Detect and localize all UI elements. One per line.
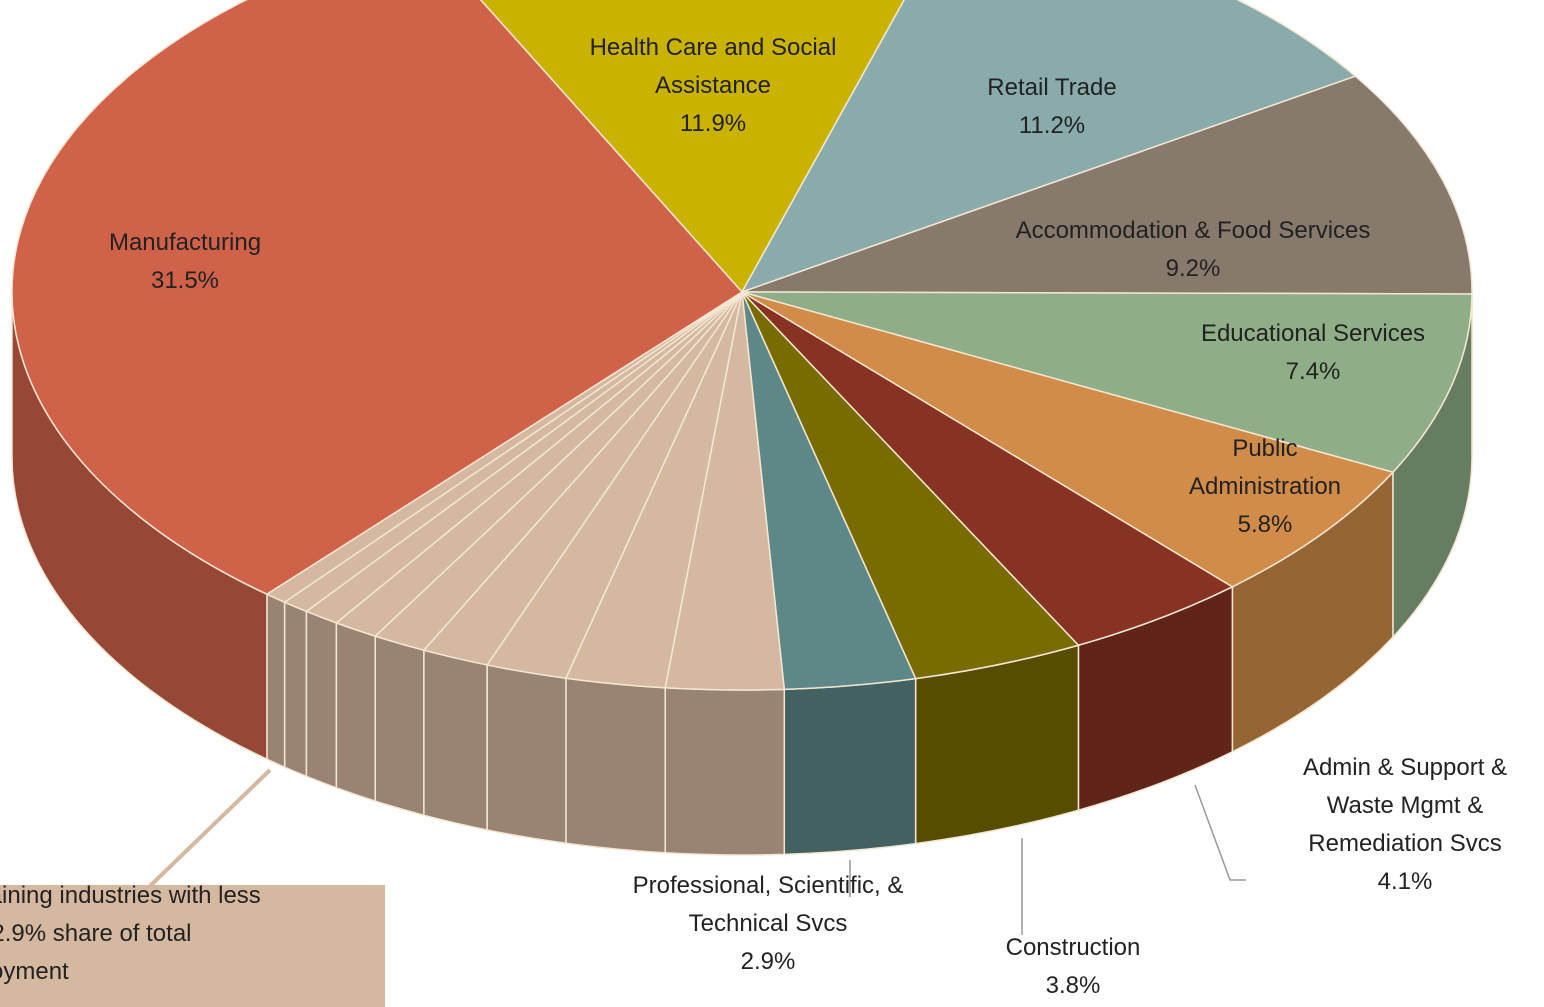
category-label: Manufacturing: [109, 229, 261, 256]
pie-side: [783, 677, 917, 856]
category-label: Admin & Support & Waste Mgmt & Remediation…: [1303, 754, 1507, 857]
pie-slice: [741, 291, 1473, 474]
category-label: Health Care and Social Assistance: [590, 34, 837, 99]
category-label: Construction: [1006, 934, 1141, 961]
value-label: 31.5%: [151, 267, 219, 294]
pie-side: [565, 677, 666, 854]
callout-box: [0, 885, 385, 1007]
pie-side: [305, 610, 338, 789]
value-label: 3.8%: [1046, 972, 1101, 999]
labels: Health Care and Social Assistance 11.9% Ret…: [0, 34, 1507, 999]
category-label: Retail Trade: [987, 74, 1116, 101]
leader-line: [148, 768, 272, 888]
pie-side: [283, 601, 308, 778]
value-label: 11.9%: [680, 110, 746, 137]
pie-slice: [11, 0, 744, 596]
pie-side: [266, 593, 286, 769]
pie-slice: [479, 0, 905, 294]
leader-line: [1194, 784, 1246, 881]
value-label: 4.1%: [1378, 868, 1433, 895]
category-label: Public Administration: [1189, 435, 1341, 500]
pie-side: [423, 649, 488, 831]
pie-side: [335, 621, 376, 803]
category-label: Accommodation & Food Services: [1016, 217, 1371, 244]
pie-slice: [740, 0, 1357, 294]
pie-slice: [741, 291, 1234, 647]
pie-side: [374, 635, 425, 817]
value-label: 9.2%: [1166, 255, 1221, 282]
pie-sides: [11, 291, 1473, 856]
value-label: 11.2%: [1019, 112, 1085, 139]
pie-slice: [741, 75, 1473, 295]
value-label: 2.9%: [741, 948, 796, 975]
category-label: Educational Services: [1201, 320, 1425, 347]
value-label: 7.4%: [1286, 358, 1341, 385]
pie-side: [664, 686, 786, 856]
value-label: 5.8%: [1238, 511, 1293, 538]
pie-slice: [741, 291, 1395, 588]
pie-side: [486, 664, 567, 845]
leader-lines: [148, 768, 1246, 935]
pie-tops: [11, 0, 1473, 691]
callout-text: Remaining industries with lessthan 2.9% …: [0, 882, 261, 985]
category-label: Professional, Scientific, & Technical Svc…: [633, 872, 904, 937]
